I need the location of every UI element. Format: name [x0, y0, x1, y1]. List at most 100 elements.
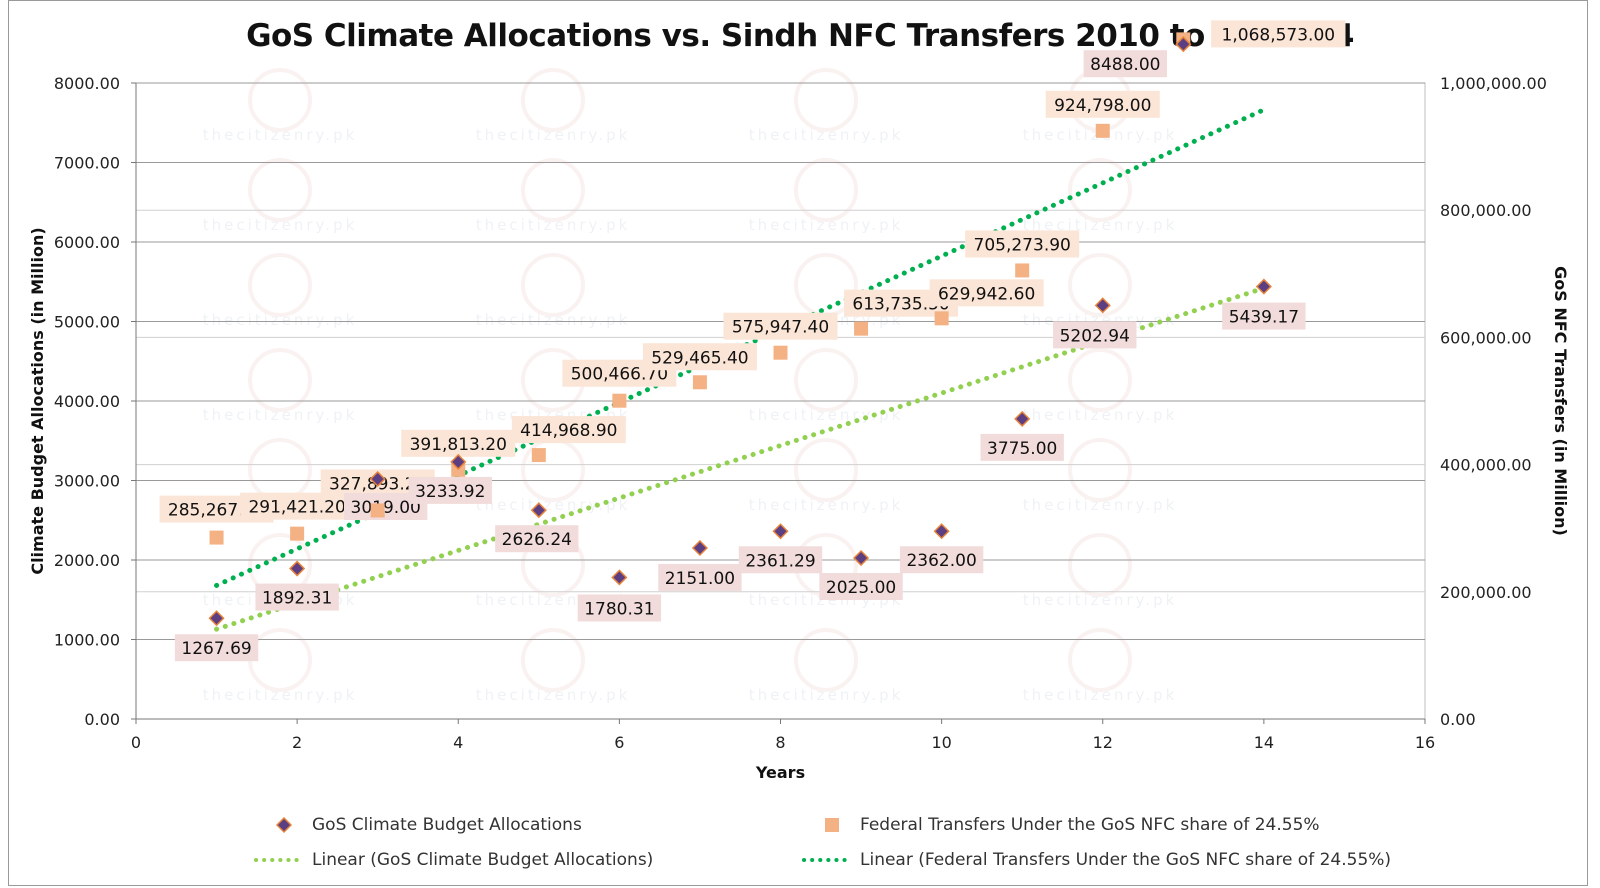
data-label-text: 575,947.40	[732, 318, 829, 338]
data-label-federal: 291,421.20	[240, 492, 355, 520]
data-label-bg	[723, 312, 838, 340]
y-tick-label: 2000.00	[54, 551, 120, 570]
data-label-text: 1267.69	[181, 639, 251, 659]
data-label-federal: 391,813.20	[401, 429, 516, 457]
legend-square-icon	[825, 818, 839, 832]
y2-axis-title: GoS NFC Transfers (in Million)	[1551, 266, 1570, 536]
data-label-text: 5439.17	[1229, 308, 1299, 328]
data-label-text: 291,421.20	[248, 498, 345, 518]
data-label-climate: 2362.00	[899, 546, 984, 574]
watermark-logo-icon	[794, 438, 858, 502]
data-label-climate: 3233.92	[408, 476, 492, 504]
data-label-text: 2362.00	[906, 551, 976, 571]
marker-climate	[933, 523, 950, 540]
data-label-bg	[408, 476, 492, 504]
watermark-logo-icon	[248, 253, 312, 317]
watermark-text: thecitizenry.pk	[203, 216, 358, 234]
data-label-climate: 1780.31	[577, 594, 662, 622]
x-axis-title: Years	[755, 763, 805, 782]
data-label-text: 1892.31	[262, 589, 332, 609]
legend-label: Linear (GoS Climate Budget Allocations)	[312, 850, 654, 870]
marker-federal	[290, 526, 305, 541]
watermark-logo-icon	[794, 68, 858, 132]
marker-federal	[773, 345, 788, 360]
data-label-bg	[1045, 90, 1160, 118]
data-label-bg	[1211, 20, 1346, 48]
marker-federal	[934, 311, 949, 326]
data-label-bg	[980, 433, 1064, 461]
y-tick-label: 0.00	[84, 710, 120, 729]
watermark-logo-icon	[248, 438, 312, 502]
watermark-logo-icon	[1068, 438, 1132, 502]
x-tick-label: 8	[775, 733, 785, 752]
data-label-federal: 924,798.00	[1045, 90, 1160, 118]
data-label-climate: 8488.00	[1083, 50, 1168, 78]
data-label-text: 3775.00	[987, 439, 1057, 459]
x-tick-label: 10	[931, 733, 951, 752]
watermark-text: thecitizenry.pk	[1023, 591, 1178, 609]
watermark-text: thecitizenry.pk	[203, 311, 358, 329]
y2-tick-label: 1,000,000.00	[1440, 74, 1547, 93]
watermark-logo-icon	[248, 348, 312, 412]
watermark-text: thecitizenry.pk	[476, 686, 631, 704]
data-label-climate: 5439.17	[1222, 302, 1306, 330]
data-label-text: 2361.29	[745, 551, 815, 571]
data-label-bg	[1053, 321, 1137, 349]
marker-federal	[854, 321, 869, 336]
data-label-bg	[929, 279, 1044, 307]
watermark-logo-icon	[248, 68, 312, 132]
x-tick-label: 0	[131, 733, 141, 752]
y2-tick-label: 600,000.00	[1440, 328, 1532, 347]
marker-federal	[1095, 123, 1110, 138]
marker-climate	[1255, 278, 1272, 295]
legend-label: Federal Transfers Under the GoS NFC shar…	[860, 815, 1320, 835]
data-label-federal: 414,968.90	[511, 416, 626, 444]
data-label-climate: 2626.24	[495, 525, 579, 553]
watermark-logo-icon	[521, 158, 585, 222]
data-label-bg	[1083, 50, 1168, 78]
y2-tick-label: 800,000.00	[1440, 201, 1532, 220]
data-label-bg	[255, 583, 339, 611]
data-label-climate: 2151.00	[658, 563, 742, 591]
y-tick-label: 4000.00	[54, 392, 120, 411]
marker-climate	[289, 560, 306, 577]
watermark-logo-icon	[794, 628, 858, 692]
marker-climate	[853, 549, 870, 567]
data-label-federal: 529,465.40	[642, 343, 757, 371]
marker-federal	[370, 503, 385, 518]
legend-dotted-line-icon	[802, 858, 852, 862]
data-label-bg	[738, 546, 823, 574]
data-label-text: 3019.00	[351, 498, 421, 518]
y-axis-title: Climate Budget Allocations (in Million)	[28, 227, 47, 574]
marker-climate	[1094, 297, 1111, 314]
marker-climate	[772, 523, 789, 540]
data-label-federal: 705,273.90	[965, 230, 1080, 258]
data-label-bg	[240, 492, 355, 520]
legend-diamond-icon	[275, 816, 293, 834]
watermark-logo-icon	[521, 68, 585, 132]
watermark-text: thecitizenry.pk	[749, 216, 904, 234]
data-label-text: 705,273.90	[974, 235, 1071, 255]
data-label-text: 3233.92	[415, 482, 485, 502]
data-label-text: 1780.31	[584, 599, 654, 619]
data-label-bg	[658, 563, 742, 591]
data-label-text: 529,465.40	[651, 348, 748, 368]
data-label-text: 629,942.60	[938, 284, 1035, 304]
y-tick-label: 6000.00	[54, 233, 120, 252]
marker-federal	[1015, 263, 1030, 278]
marker-federal	[209, 530, 224, 545]
watermark-logo-icon	[1068, 348, 1132, 412]
data-label-climate: 3775.00	[980, 433, 1064, 461]
data-label-bg	[642, 343, 757, 371]
watermark-text: thecitizenry.pk	[1023, 216, 1178, 234]
watermark-text: thecitizenry.pk	[476, 216, 631, 234]
marker-federal	[612, 393, 627, 408]
chart-frame	[8, 0, 1588, 886]
data-label-bg	[1222, 302, 1306, 330]
data-label-federal: 629,942.60	[929, 279, 1044, 307]
watermark-logo-icon	[1068, 253, 1132, 317]
legend-label: GoS Climate Budget Allocations	[312, 815, 582, 835]
data-label-text: 8488.00	[1090, 55, 1160, 75]
marker-climate	[1175, 36, 1192, 53]
